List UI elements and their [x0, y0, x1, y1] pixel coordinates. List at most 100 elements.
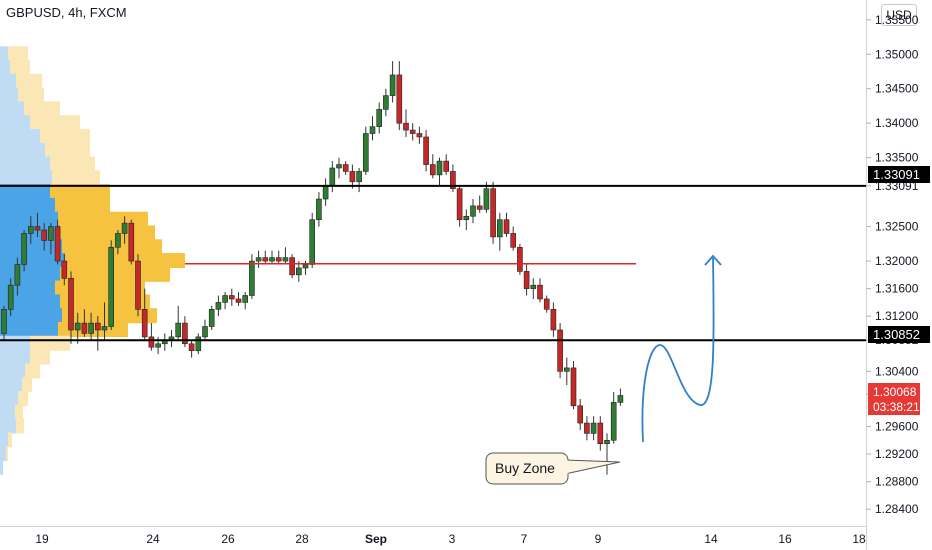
volume-bar-buy [0, 377, 22, 393]
candle-up [88, 322, 94, 334]
time-tick-label: 19 [35, 532, 49, 546]
buy-zone-callout[interactable]: Buy Zone [485, 452, 621, 485]
time-tick-label: 16 [778, 532, 792, 546]
price-tick-label: 1.35500 [875, 13, 919, 27]
volume-bar-buy [0, 418, 16, 434]
volume-bar-buy [0, 197, 55, 213]
lower-level-price: 1.30852 [873, 327, 920, 342]
candle-up [195, 336, 202, 351]
price-tick-label: 1.32500 [875, 220, 919, 234]
candle-up [309, 219, 316, 265]
volume-bar-buy [0, 363, 25, 379]
volume-bar-sell [50, 156, 95, 172]
candle-down [490, 188, 496, 238]
candle-up [302, 264, 309, 269]
candle-down [557, 329, 563, 372]
price-tick-label: 1.28800 [875, 475, 919, 489]
candle-down [584, 422, 590, 434]
volume-bar-buy [0, 266, 60, 282]
candle-up [356, 171, 362, 183]
candle-down [510, 233, 517, 248]
candle-down [577, 405, 584, 424]
volume-bar-buy [0, 308, 62, 324]
candle-up [27, 226, 34, 234]
volume-bar-buy [0, 170, 52, 186]
candle-down [34, 226, 41, 231]
candle-down [235, 298, 242, 303]
volume-bar-buy [0, 156, 50, 172]
chart-title: GBPUSD, 4h, FXCM [6, 5, 127, 20]
volume-bar-buy [0, 87, 18, 103]
volume-bar-buy [0, 432, 8, 448]
last-price: 1.30068 [873, 385, 917, 399]
candle-up [7, 284, 14, 310]
last-price-tag [868, 383, 920, 415]
candle-down [597, 422, 604, 445]
price-tags: 1.33091 1.30852 1.30068 03:38:21 [868, 166, 930, 415]
candle-down [54, 226, 61, 262]
candle-up [14, 264, 21, 286]
candle-down [68, 277, 74, 331]
time-tick-label: 24 [146, 532, 160, 546]
currency-button[interactable]: USD [881, 4, 917, 26]
projection-arrow-icon [641, 254, 722, 443]
price-axis: 1.35500 1.35000 1.34500 1.34000 1.33500 1.330… [866, 13, 919, 516]
price-tick-label: 1.35000 [875, 47, 919, 61]
volume-bar-sell [55, 280, 145, 296]
time-tick-label: 9 [595, 532, 602, 546]
volume-bar-sell [8, 46, 28, 62]
candle-up [329, 167, 336, 186]
upper-level-tag [868, 166, 930, 183]
candle-up [362, 133, 369, 172]
price-tick-label: 1.31600 [875, 282, 919, 296]
candle-up [470, 205, 476, 217]
candle-down [450, 171, 456, 189]
candle-down [409, 129, 416, 134]
candle-down [342, 164, 349, 172]
axes [0, 0, 867, 550]
volume-bar-buy [0, 46, 8, 62]
volume-bar-sell [40, 128, 90, 144]
candle-down [128, 222, 135, 262]
horizontal-levels[interactable] [0, 184, 866, 342]
candle-up [483, 188, 490, 210]
candle-up [269, 257, 275, 262]
time-tick-label: 26 [221, 532, 235, 546]
volume-bar-buy [0, 280, 55, 296]
volume-bar-buy [0, 211, 58, 227]
candle-down [95, 322, 101, 331]
volume-bar-sell [24, 101, 60, 117]
volume-bar-buy [0, 115, 30, 131]
volume-bar-buy [0, 349, 30, 365]
time-tick-label: 18 [852, 532, 866, 546]
volume-bar-sell [16, 418, 24, 434]
candle-down [476, 205, 483, 210]
volume-bar-sell [18, 390, 28, 406]
volume-bar-buy [0, 459, 3, 475]
volume-bar-sell [65, 253, 185, 269]
candle-up [316, 198, 322, 220]
candle-up [282, 257, 289, 262]
volume-bar-sell [6, 446, 8, 462]
candle-up [249, 260, 255, 296]
candle-down [262, 257, 269, 262]
candle-up [383, 95, 389, 110]
candle-down [229, 295, 235, 300]
volume-bar-sell [8, 432, 12, 448]
candle-up [74, 322, 81, 331]
candle-down [423, 136, 429, 165]
volume-bar-sell [15, 404, 23, 420]
volume-bar-buy [0, 239, 62, 255]
candle-up [121, 222, 128, 234]
candle-up [530, 284, 537, 289]
candle-up [155, 343, 161, 348]
candle-down [523, 271, 530, 289]
candle-down [550, 309, 557, 331]
candle-up [48, 226, 54, 241]
volume-bar-buy [0, 60, 10, 76]
lower-level-tag [868, 326, 930, 343]
candle-up [222, 295, 228, 303]
candle-down [517, 246, 523, 272]
candle-down [41, 229, 48, 241]
